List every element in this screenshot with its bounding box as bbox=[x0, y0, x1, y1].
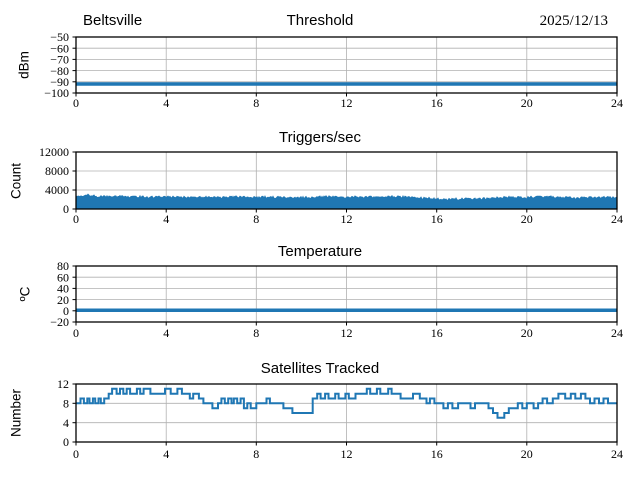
x-tick-label: 8 bbox=[253, 96, 259, 110]
y-tick-label: 8000 bbox=[45, 164, 69, 178]
panel1-title: Threshold bbox=[286, 12, 354, 29]
x-tick-label: 8 bbox=[253, 447, 259, 461]
x-tick-label: 8 bbox=[253, 212, 259, 226]
panel-triggers-sec: 0 4 8 12 16 20 24 0 4000 8000 12000 bbox=[39, 145, 623, 226]
y-tick-label: 60 bbox=[57, 270, 69, 284]
x-tick-label: 4 bbox=[163, 212, 169, 226]
date-label: 2025/12/13 bbox=[539, 13, 608, 29]
y-tick-label: 0 bbox=[63, 202, 69, 216]
x-tick-label: 24 bbox=[611, 212, 623, 226]
panel2-ylabel: Count bbox=[8, 162, 24, 200]
x-tick-label: 20 bbox=[521, 447, 533, 461]
y-tick-label: −100 bbox=[44, 86, 69, 100]
x-tick-label: 0 bbox=[73, 96, 79, 110]
y-tick-label: 80 bbox=[57, 259, 69, 273]
y-tick-label: 20 bbox=[57, 293, 69, 307]
x-tick-label: 12 bbox=[341, 326, 353, 340]
x-tick-label: 12 bbox=[341, 212, 353, 226]
x-tick-label: 24 bbox=[611, 96, 623, 110]
x-tick-label: 20 bbox=[521, 96, 533, 110]
station-name-label: Beltsville bbox=[83, 12, 143, 29]
panel-threshold: 0 4 8 12 16 20 24 −50−60−70−80−90−100 bbox=[44, 30, 623, 110]
y-tick-label: 12 bbox=[57, 377, 69, 391]
x-tick-label: 12 bbox=[341, 447, 353, 461]
x-tick-label: 16 bbox=[431, 96, 443, 110]
y-tick-label: −80 bbox=[50, 64, 69, 78]
x-tick-label: 16 bbox=[431, 326, 443, 340]
x-tick-label: 0 bbox=[73, 212, 79, 226]
y-tick-label: 8 bbox=[63, 397, 69, 411]
x-tick-label: 0 bbox=[73, 326, 79, 340]
panel3-title: Temperature bbox=[277, 243, 363, 260]
panel1-ylabel: dBm bbox=[16, 51, 32, 79]
panel-satellites-tracked: 0 4 8 12 16 20 24 0 4 8 12 bbox=[57, 377, 623, 461]
y-tick-label: −90 bbox=[50, 75, 69, 89]
panel4-ylabel: Number bbox=[8, 388, 24, 438]
y-tick-label: −20 bbox=[50, 315, 69, 329]
panel2-title: Triggers/sec bbox=[279, 129, 361, 146]
x-tick-label: 24 bbox=[611, 447, 623, 461]
y-tick-label: 12000 bbox=[39, 145, 69, 159]
panel3-ylabel: ºC bbox=[17, 286, 33, 302]
series-triggers_per_sec bbox=[75, 193, 618, 210]
y-tick-label: 40 bbox=[57, 282, 69, 296]
y-tick-label: −70 bbox=[50, 53, 69, 67]
x-tick-label: 4 bbox=[163, 96, 169, 110]
y-tick-label: 4000 bbox=[45, 183, 69, 197]
x-tick-label: 8 bbox=[253, 326, 259, 340]
x-tick-label: 20 bbox=[521, 326, 533, 340]
panel4-title: Satellites Tracked bbox=[260, 360, 380, 377]
x-tick-label: 0 bbox=[73, 447, 79, 461]
x-tick-label: 12 bbox=[341, 96, 353, 110]
x-tick-label: 24 bbox=[611, 326, 623, 340]
y-tick-label: 0 bbox=[63, 435, 69, 449]
y-tick-label: 0 bbox=[63, 304, 69, 318]
y-tick-label: −50 bbox=[50, 30, 69, 44]
x-tick-label: 4 bbox=[163, 326, 169, 340]
x-tick-label: 16 bbox=[431, 212, 443, 226]
x-tick-label: 20 bbox=[521, 212, 533, 226]
series-satellites_tracked bbox=[76, 387, 617, 419]
y-tick-label: 4 bbox=[63, 416, 69, 430]
x-tick-label: 16 bbox=[431, 447, 443, 461]
x-tick-label: 4 bbox=[163, 447, 169, 461]
y-tick-label: −60 bbox=[50, 41, 69, 55]
